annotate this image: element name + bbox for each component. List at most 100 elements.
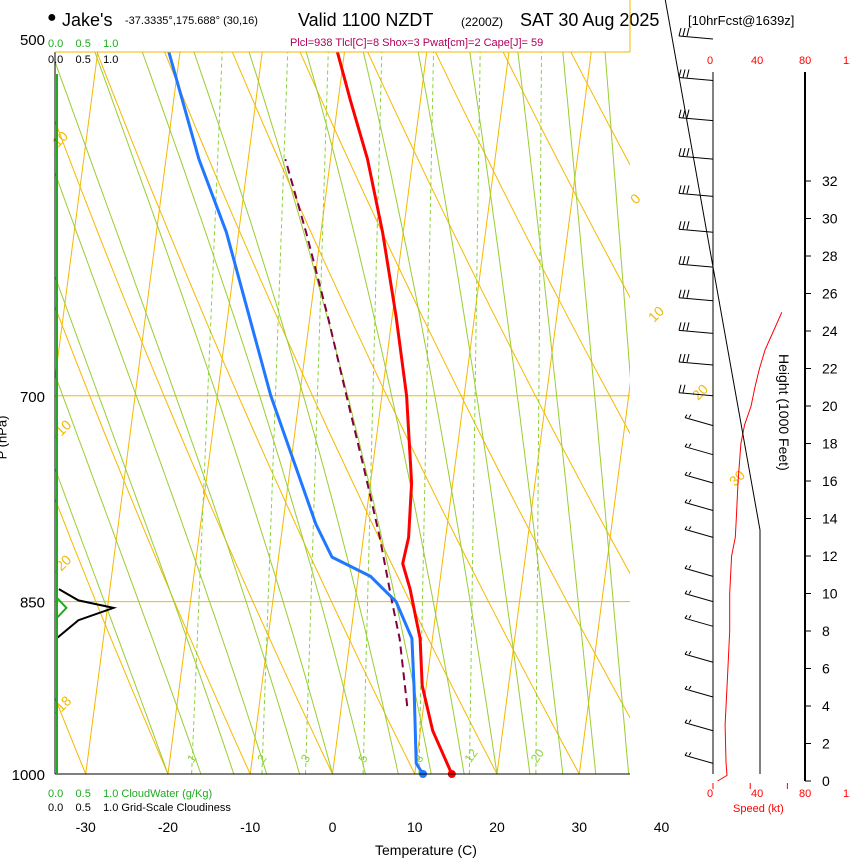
moist-adiabat	[469, 52, 564, 775]
moist-adiabat	[55, 171, 268, 775]
location-bullet-icon: ●	[47, 9, 57, 26]
isotherm-label: 0	[627, 190, 644, 207]
isotherm-line	[332, 52, 428, 775]
dry-adiabat	[55, 497, 169, 775]
dewpoint-line	[167, 52, 425, 775]
wind-barb	[684, 719, 714, 732]
wind-barb-flag	[682, 353, 686, 363]
wind-barb-flag	[682, 69, 686, 78]
cloudwater-ticks-top: 0.0 0.5 1.0	[48, 38, 119, 50]
height-tick-label: 4	[822, 698, 830, 714]
wind-barb-flag	[686, 289, 690, 298]
wind-barb	[678, 27, 714, 40]
wind-barb-shaft	[678, 392, 714, 397]
wind-barb-shaft	[684, 754, 714, 764]
wind-barb	[684, 685, 714, 698]
wind-barb-flag	[686, 185, 690, 194]
wind-barb-flag	[688, 414, 692, 418]
dry-adiabat	[164, 52, 498, 775]
wind-barb-flag	[686, 27, 690, 37]
height-tick-label: 18	[822, 436, 838, 452]
valid-date: SAT 30 Aug 2025	[520, 10, 660, 30]
dry-adiabat	[55, 119, 333, 775]
cloudiness-legend: 0.0 0.5 1.0 Grid-Scale Cloudiness	[48, 802, 231, 814]
mixing-ratio-label: 8	[411, 752, 426, 766]
dry-adiabat	[564, 0, 850, 774]
wind-barb-flag	[688, 685, 692, 690]
mixing-ratio-line	[362, 52, 383, 775]
height-tick-label: 8	[822, 623, 830, 639]
wind-barb	[684, 650, 714, 663]
mixing-ratio-label: 12	[462, 746, 481, 765]
dry-adiabat	[0, 0, 4, 774]
mixing-ratio-label: 5	[355, 752, 370, 766]
wind-barb	[684, 615, 714, 627]
wind-barb	[678, 185, 714, 197]
wind-barb-shaft	[678, 77, 714, 82]
isotherm-label: -10	[49, 416, 75, 442]
wind-barb	[678, 69, 714, 82]
wind-barb-flag	[678, 185, 682, 194]
moist-adiabat	[562, 52, 630, 775]
wind-barb-flag	[686, 109, 690, 118]
p-tick-label: 500	[20, 32, 45, 49]
wind-barb-flag	[678, 289, 682, 298]
height-tick-label: 28	[822, 248, 838, 264]
wind-barb-flag	[678, 353, 682, 363]
wind-barb-flag	[678, 322, 682, 331]
isotherm-line	[55, 52, 99, 384]
wind-barb	[684, 471, 714, 484]
wind-barb-shaft	[678, 35, 714, 40]
isotherm-line	[662, 0, 850, 774]
wind-barb-flag	[688, 590, 692, 594]
cloudwater-legend: 0.0 0.5 1.0 CloudWater (g/Kg)	[48, 788, 213, 800]
moist-adiabat	[55, 274, 235, 775]
mixing-ratio-line	[418, 52, 435, 775]
moist-adiabat	[417, 52, 531, 775]
wind-barb-flag	[684, 526, 688, 530]
isotherm-label: 10	[645, 303, 667, 325]
height-tick-label: 30	[822, 211, 838, 227]
wind-barb-flag	[684, 685, 688, 690]
wind-barb-flag	[678, 148, 682, 157]
wind-barb-shaft	[678, 192, 714, 197]
sounding-profiles	[55, 52, 456, 778]
height-tick-label: 16	[822, 473, 838, 489]
dry-adiabat	[55, 696, 87, 775]
wind-barb-flag	[684, 615, 688, 619]
p-tick-label: 1000	[12, 767, 45, 784]
isotherm-line	[249, 52, 345, 775]
height-tick-label: 2	[822, 736, 830, 752]
wind-barb-flag	[684, 471, 688, 476]
height-tick-label: 0	[822, 773, 830, 789]
site-name: Jake's	[62, 10, 113, 30]
height-tick-label: 6	[822, 661, 830, 677]
mixing-ratio-line	[261, 52, 289, 775]
isotherm-label: 10	[49, 128, 71, 150]
wind-barb-flag	[688, 526, 692, 530]
wind-barb-flag	[678, 27, 682, 37]
x-tick-label: -30	[76, 819, 96, 835]
x-tick-label: 30	[571, 819, 587, 835]
panel-connector	[664, 0, 761, 531]
wind-barb-flag	[684, 650, 688, 655]
wind-barb-shaft	[678, 117, 714, 122]
grid-lines: 1 2 3 5 8 12 20	[0, 0, 850, 775]
wind-barb-shaft	[684, 567, 714, 577]
wind-barb-flag	[686, 255, 690, 265]
wind-barb-flag	[678, 255, 682, 265]
mixing-ratio-label: 2	[254, 752, 269, 766]
wind-barb-flag	[684, 590, 688, 594]
wind-barb-flag	[684, 414, 688, 418]
wind-barb	[684, 565, 714, 577]
wind-barb-flag	[686, 221, 690, 230]
wind-barb-flag	[682, 384, 686, 393]
x-tick-label: 40	[654, 819, 670, 835]
cloudwater-curve	[55, 588, 118, 640]
wind-barb-shaft	[684, 417, 714, 427]
dry-adiabat	[231, 52, 580, 775]
moist-adiabat	[141, 52, 366, 775]
wind-barb-flag	[688, 719, 692, 723]
height-tick-label: 20	[822, 398, 838, 414]
